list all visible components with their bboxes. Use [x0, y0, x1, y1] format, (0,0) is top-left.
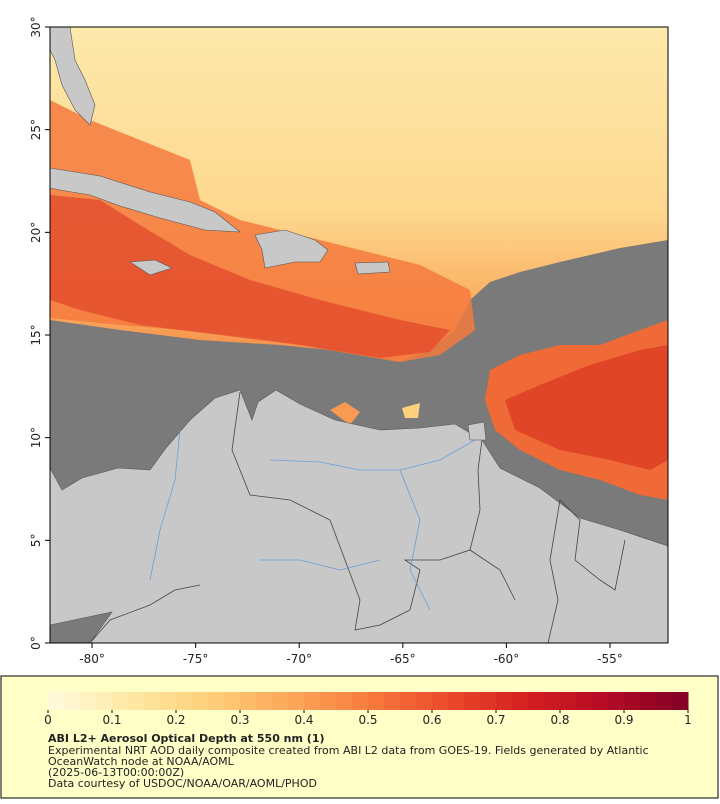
aerosol-plume-east-core [505, 345, 668, 470]
colorbar-tick-label: 0.6 [422, 713, 441, 727]
border [547, 499, 561, 643]
colorbar-swatch [400, 692, 417, 710]
colorbar-swatch [208, 692, 225, 710]
colorbar-swatch [64, 692, 81, 710]
colorbar-swatch [176, 692, 193, 710]
y-tick-label: 25° [29, 119, 43, 140]
colorbar-swatch [48, 692, 65, 710]
rivers [149, 429, 476, 611]
colorbar-swatch [624, 692, 641, 710]
colorbar-swatch [144, 692, 161, 710]
colorbar-swatch [352, 692, 369, 710]
hispaniola [254, 229, 329, 269]
colorbar-swatch [224, 692, 241, 710]
colorbar-swatch [464, 692, 481, 710]
colorbar-swatch [256, 692, 273, 710]
puerto-rico [354, 261, 391, 275]
colorbar-swatch [128, 692, 145, 710]
colorbar-swatch [336, 692, 353, 710]
x-tick-label: -65° [390, 652, 416, 666]
x-tick-label: -55° [597, 652, 623, 666]
caption-title: ABI L2+ Aerosol Optical Depth at 550 nm … [48, 732, 325, 745]
haze-patch [330, 402, 360, 425]
colorbar-swatch [448, 692, 465, 710]
colorbar-swatch [560, 692, 577, 710]
colorbar-swatch [576, 692, 593, 710]
borders [89, 391, 626, 643]
border [89, 584, 201, 643]
colorbar-tick-label: 1 [684, 713, 692, 727]
colorbar-tick-label: 0.5 [358, 713, 377, 727]
land [50, 27, 668, 643]
border [559, 499, 626, 591]
river [149, 429, 181, 581]
caption-line: (2025-06-13T00:00:00Z) [48, 766, 184, 779]
colorbar-swatch [656, 692, 673, 710]
colorbar-swatch [272, 692, 289, 710]
y-tick-label: 10° [29, 427, 43, 448]
colorbar-swatch [288, 692, 305, 710]
x-tick-label: -60° [494, 652, 520, 666]
colorbar-swatch [592, 692, 609, 710]
border [231, 391, 516, 631]
colorbar-swatch [96, 692, 113, 710]
colorbar-swatch [112, 692, 129, 710]
haze-patch [402, 403, 420, 418]
caption-line: Data courtesy of USDOC/NOAA/OAR/AOML/PHO… [48, 777, 317, 790]
y-tick-label: 20° [29, 222, 43, 243]
colorbar-swatch [240, 692, 257, 710]
caption-line: Experimental NRT AOD daily composite cre… [48, 744, 649, 757]
caption-line: OceanWatch node at NOAA/AOML [48, 755, 235, 768]
river [399, 469, 431, 611]
colorbar-swatch [528, 692, 545, 710]
colorbar-swatch [416, 692, 433, 710]
colorbar-swatch [544, 692, 561, 710]
colorbar-tick-label: 0 [44, 713, 52, 727]
aerosol-plume-core [50, 195, 450, 358]
colorbar-swatch [320, 692, 337, 710]
colorbar-swatch [304, 692, 321, 710]
colorbar-tick-label: 0.3 [230, 713, 249, 727]
map-area [50, 27, 668, 643]
colorbar-tick-label: 0.9 [614, 713, 633, 727]
river [269, 439, 476, 471]
jamaica [129, 259, 173, 276]
south-america [50, 389, 668, 643]
colorbar-swatch [672, 692, 689, 710]
colorbar-tick-label: 0.8 [550, 713, 569, 727]
y-tick-label: 5° [29, 534, 43, 548]
x-tick-label: -80° [79, 652, 105, 666]
cuba [50, 167, 241, 233]
florida [50, 27, 96, 126]
y-tick-label: 0° [29, 636, 43, 650]
colorbar-swatch [512, 692, 529, 710]
colorbar-swatch [496, 692, 513, 710]
colorbar-swatch [160, 692, 177, 710]
x-tick-label: -70° [286, 652, 312, 666]
colorbar-tick-label: 0.2 [166, 713, 185, 727]
y-tick-label: 30° [29, 16, 43, 37]
colorbar-tick-label: 0.4 [294, 713, 313, 727]
colorbar-swatch [384, 692, 401, 710]
colorbar-tick-label: 0.7 [486, 713, 505, 727]
colorbar-swatch [640, 692, 657, 710]
colorbar-swatch [192, 692, 209, 710]
x-tick-label: -75° [183, 652, 209, 666]
river [260, 559, 381, 571]
colorbar-swatch [480, 692, 497, 710]
colorbar-swatch [368, 692, 385, 710]
y-tick-label: 15° [29, 324, 43, 345]
trinidad [467, 421, 487, 441]
colorbar-swatch [80, 692, 97, 710]
colorbar-swatch [432, 692, 449, 710]
colorbar-swatch [608, 692, 625, 710]
border [469, 439, 483, 551]
colorbar-tick-label: 0.1 [102, 713, 121, 727]
